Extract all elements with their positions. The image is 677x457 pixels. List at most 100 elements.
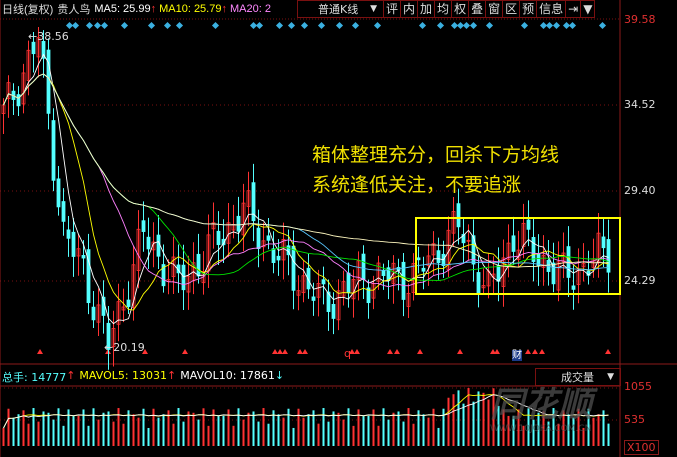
volume-bar bbox=[542, 411, 545, 446]
candle-body bbox=[221, 238, 226, 246]
header-bar: 日线(复权) 贵人鸟 MA5: 25.99 ↑ MA10: 25.79 ↑ MA20… bbox=[0, 0, 271, 18]
candle-body bbox=[261, 240, 266, 248]
volume-bar bbox=[232, 425, 235, 446]
stock-name: 贵人鸟 bbox=[57, 4, 91, 16]
candle-body bbox=[581, 263, 586, 268]
finance-marker[interactable]: 财 bbox=[512, 350, 522, 361]
candle-body bbox=[131, 264, 136, 308]
volume-bar bbox=[82, 409, 85, 446]
candle-body bbox=[126, 299, 131, 307]
signal-triangle bbox=[302, 349, 308, 354]
candle-body bbox=[496, 265, 501, 282]
signal-diamond bbox=[462, 21, 471, 30]
toolbar-button[interactable]: 加 bbox=[418, 0, 436, 18]
signal-triangle bbox=[394, 349, 400, 354]
volume-bar bbox=[52, 419, 55, 446]
volume-bar bbox=[282, 417, 285, 446]
volume-bar bbox=[547, 421, 550, 446]
toolbar-button[interactable]: 预 bbox=[520, 0, 538, 18]
candle-body bbox=[361, 253, 366, 280]
volume-bar bbox=[312, 410, 315, 446]
volume-bar bbox=[387, 419, 390, 446]
candle-body bbox=[481, 285, 486, 289]
signal-triangle bbox=[457, 349, 463, 354]
volume-bar bbox=[307, 414, 310, 446]
toolbar-button[interactable]: 叠 bbox=[469, 0, 487, 18]
volume-bar bbox=[37, 421, 40, 446]
candle-body bbox=[236, 215, 241, 232]
signal-diamond bbox=[163, 21, 172, 30]
candle-body bbox=[111, 328, 116, 348]
volume-bar bbox=[392, 412, 395, 446]
candle-body bbox=[291, 245, 296, 291]
volume-bar bbox=[47, 412, 50, 446]
ma10-value: MA10: 25.79 bbox=[159, 3, 222, 15]
toolbar-button[interactable]: 区 bbox=[503, 0, 521, 18]
signal-diamond bbox=[275, 21, 284, 30]
volume-bar bbox=[267, 423, 270, 446]
volume-bar bbox=[227, 409, 230, 446]
candle-body bbox=[346, 272, 351, 294]
volume-bar bbox=[297, 408, 300, 446]
toolbar-button[interactable]: ▼ bbox=[581, 0, 596, 18]
candle-body bbox=[326, 291, 331, 312]
signal-triangle bbox=[417, 349, 423, 354]
candle-body bbox=[421, 267, 426, 272]
candle-body bbox=[66, 229, 71, 239]
candle-body bbox=[216, 230, 221, 246]
indicator-select[interactable]: 成交量 ▼ bbox=[535, 368, 621, 386]
volume-bar bbox=[107, 411, 110, 446]
volume-bar bbox=[507, 415, 510, 446]
toolbar-button[interactable]: 评 bbox=[384, 0, 402, 18]
brand-logo: 同花顺 bbox=[490, 385, 592, 425]
volume-bar bbox=[237, 408, 240, 446]
volume-bar bbox=[67, 409, 70, 446]
price-tick: 34.52 bbox=[624, 98, 656, 111]
volume-bar bbox=[347, 408, 350, 446]
volume-bar bbox=[382, 408, 385, 446]
volume-bar bbox=[167, 410, 170, 446]
candle-body bbox=[336, 290, 341, 321]
candle-body bbox=[36, 37, 41, 58]
volume-bar bbox=[592, 417, 595, 446]
candle-body bbox=[56, 178, 61, 208]
marker-q[interactable]: q bbox=[344, 347, 351, 360]
candle-body bbox=[46, 49, 51, 114]
candle-body bbox=[71, 231, 76, 257]
volume-bar bbox=[122, 423, 125, 446]
candle-body bbox=[301, 275, 306, 294]
candle-body bbox=[511, 235, 516, 252]
volume-bar bbox=[262, 408, 265, 446]
volume-bar bbox=[192, 412, 195, 446]
candle-body bbox=[456, 203, 461, 228]
signal-diamond bbox=[211, 21, 220, 30]
candle-body bbox=[276, 255, 281, 261]
volume-tick: 1055 bbox=[624, 380, 652, 393]
candle-body bbox=[426, 255, 431, 266]
candle-body bbox=[241, 202, 246, 236]
period-label: 日线(复权) bbox=[2, 4, 54, 16]
signal-diamond bbox=[335, 21, 344, 30]
signal-diamond bbox=[300, 21, 309, 30]
volume-bar bbox=[377, 425, 380, 446]
signal-diamond bbox=[539, 21, 548, 30]
kline-type-select[interactable]: 普通K线 ▼ bbox=[297, 0, 384, 18]
toolbar-button[interactable]: 均 bbox=[435, 0, 453, 18]
down-arrow: ↓ bbox=[274, 369, 285, 382]
mavol10-value: MAVOL10: 17861 bbox=[180, 369, 275, 382]
volume-bar bbox=[32, 408, 35, 446]
toolbar-button[interactable]: 内 bbox=[401, 0, 419, 18]
toolbar-button[interactable]: 信息 bbox=[537, 0, 567, 18]
volume-bar bbox=[217, 415, 220, 446]
volume-bar bbox=[587, 408, 590, 446]
signal-diamond bbox=[520, 21, 529, 30]
toolbar-button[interactable]: 权 bbox=[452, 0, 470, 18]
toolbar-button[interactable]: 窗 bbox=[486, 0, 504, 18]
volume-bar bbox=[247, 412, 250, 446]
candle-body bbox=[96, 304, 101, 323]
candle-body bbox=[31, 41, 36, 55]
volume-bar bbox=[152, 408, 155, 446]
candle-body bbox=[431, 243, 436, 256]
toolbar-button[interactable]: ⇥ bbox=[566, 0, 582, 18]
